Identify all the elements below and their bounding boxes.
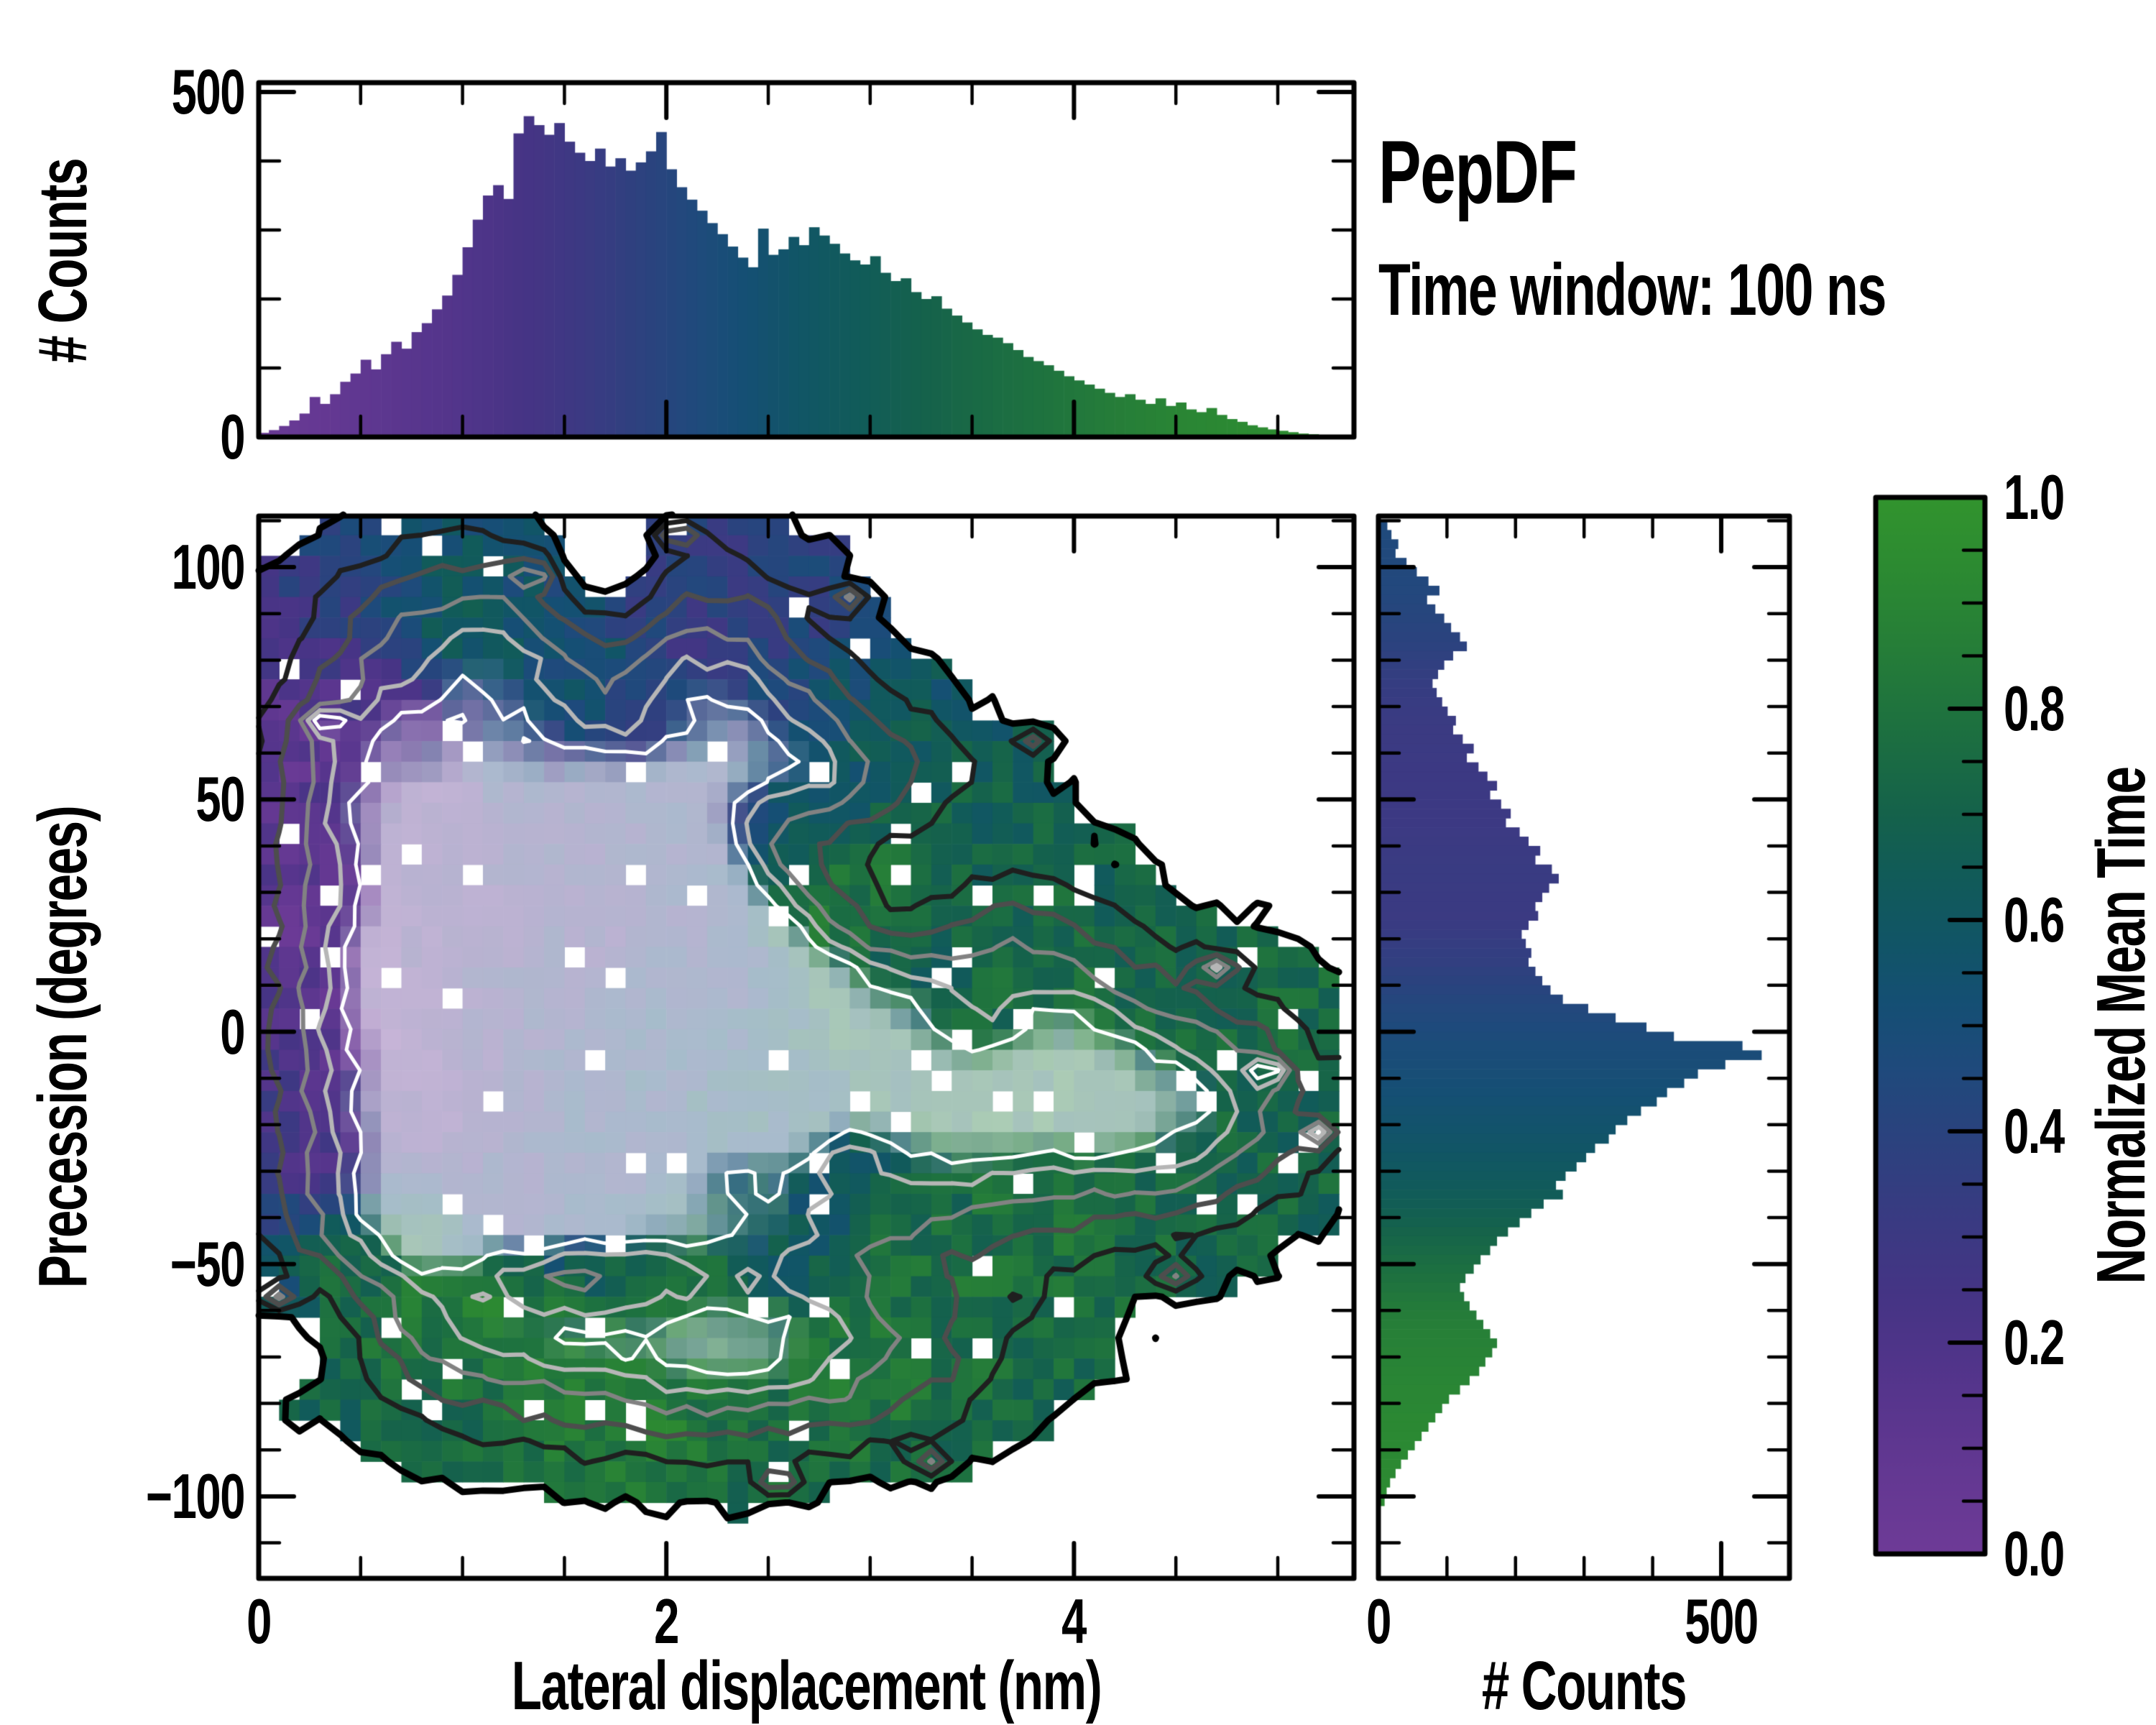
right-hist-x-tick-500: 500 — [1685, 1586, 1759, 1657]
main-y-tick--100: −100 — [146, 1460, 245, 1532]
colorbar-tick-0.0: 0.0 — [2004, 1518, 2065, 1589]
main-x-tick-0: 0 — [247, 1586, 272, 1657]
time-window-label: Time window: 100 ns — [1378, 249, 1886, 331]
colorbar-tick-0.8: 0.8 — [2004, 673, 2065, 744]
main-x-tick-2: 2 — [654, 1586, 679, 1657]
colorbar-tick-1.0: 1.0 — [2004, 461, 2065, 533]
right-hist-x-tick-0: 0 — [1366, 1586, 1391, 1657]
main-y-tick--50: −50 — [170, 1228, 246, 1300]
colorbar-panel — [1870, 492, 1994, 1561]
top-histogram-panel — [253, 77, 1361, 445]
main-y-tick-0: 0 — [220, 995, 245, 1067]
main-y-tick-100: 100 — [171, 531, 246, 603]
main-y-axis-label: Precession (degrees) — [24, 806, 101, 1289]
main-x-axis-label: Lateral displacement (nm) — [511, 1647, 1102, 1724]
top-hist-y-tick-500: 500 — [171, 56, 246, 127]
main-y-tick-50: 50 — [195, 763, 245, 835]
colorbar-label: Normalized Mean Time — [2083, 767, 2156, 1284]
plot-title: PepDF — [1378, 123, 1577, 222]
main-heatmap-panel — [253, 510, 1361, 1586]
colorbar-tick-0.4: 0.4 — [2004, 1095, 2065, 1167]
colorbar-tick-0.2: 0.2 — [2004, 1307, 2065, 1378]
right-hist-x-axis-label: # Counts — [1481, 1647, 1687, 1724]
top-hist-y-axis-label: # Counts — [24, 158, 101, 364]
right-histogram-panel — [1373, 510, 1797, 1586]
main-x-tick-4: 4 — [1061, 1586, 1087, 1657]
top-hist-y-tick-0: 0 — [220, 401, 245, 472]
colorbar-tick-0.6: 0.6 — [2004, 884, 2065, 955]
